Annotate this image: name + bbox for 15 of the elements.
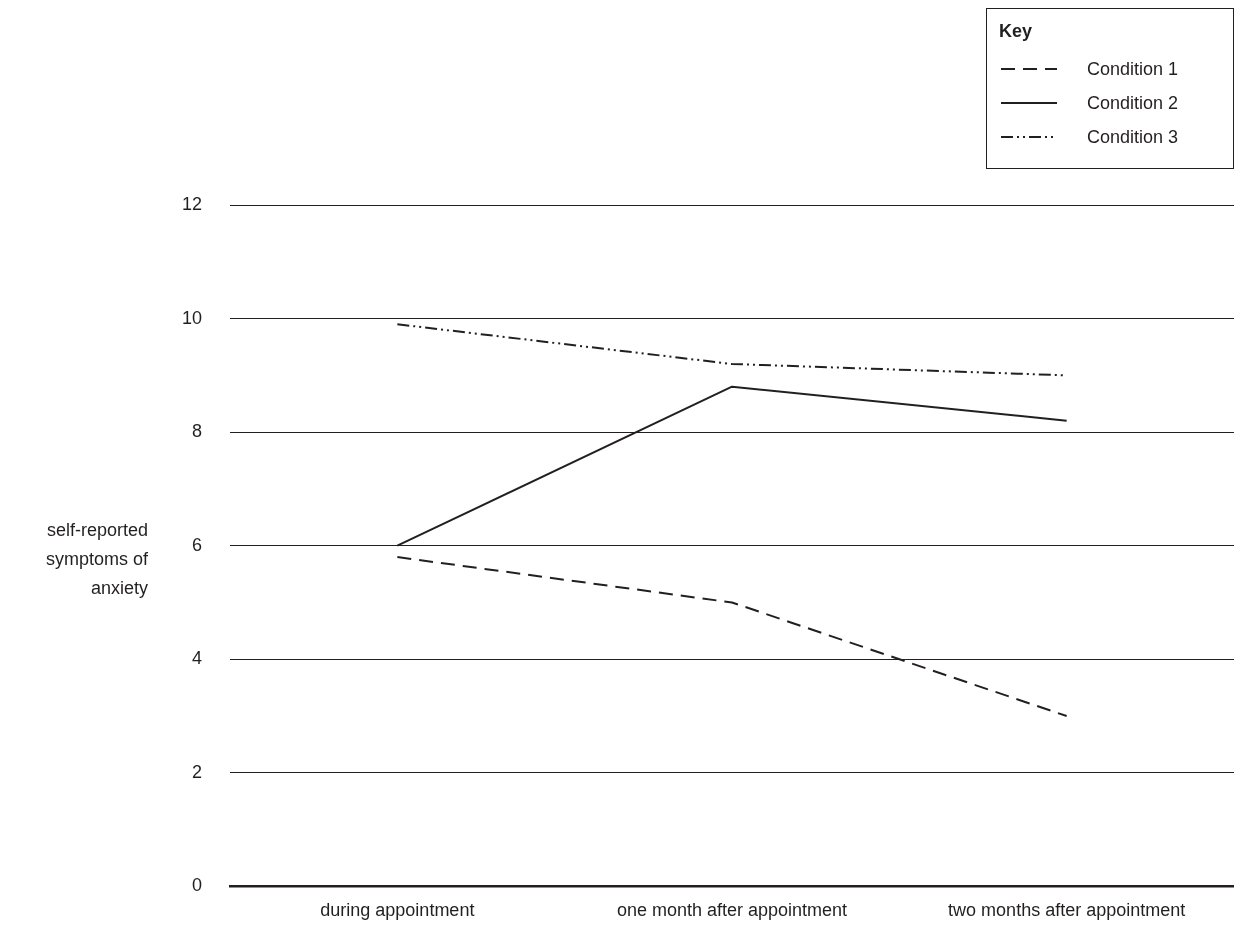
y-axis-title: self-reported symptoms of anxiety: [44, 519, 148, 600]
y-tick-label: 2: [191, 761, 202, 782]
x-tick-label: during appointment: [320, 900, 475, 921]
x-tick-label: two months after appointment: [948, 900, 1186, 921]
y-tick-label: 6: [191, 534, 202, 555]
y-tick-label: 12: [181, 193, 202, 214]
y-tick-label: 10: [181, 307, 202, 328]
y-tick-label: 0: [191, 875, 202, 896]
y-tick-label: 8: [191, 421, 202, 442]
legend-label: Condition 1: [1087, 58, 1179, 80]
y-tick-label: 4: [191, 648, 202, 669]
legend-title: Key: [999, 21, 1034, 42]
x-tick-label: one month after appointment: [616, 900, 848, 921]
legend-label: Condition 2: [1087, 92, 1179, 114]
legend-label: Condition 3: [1087, 126, 1179, 148]
